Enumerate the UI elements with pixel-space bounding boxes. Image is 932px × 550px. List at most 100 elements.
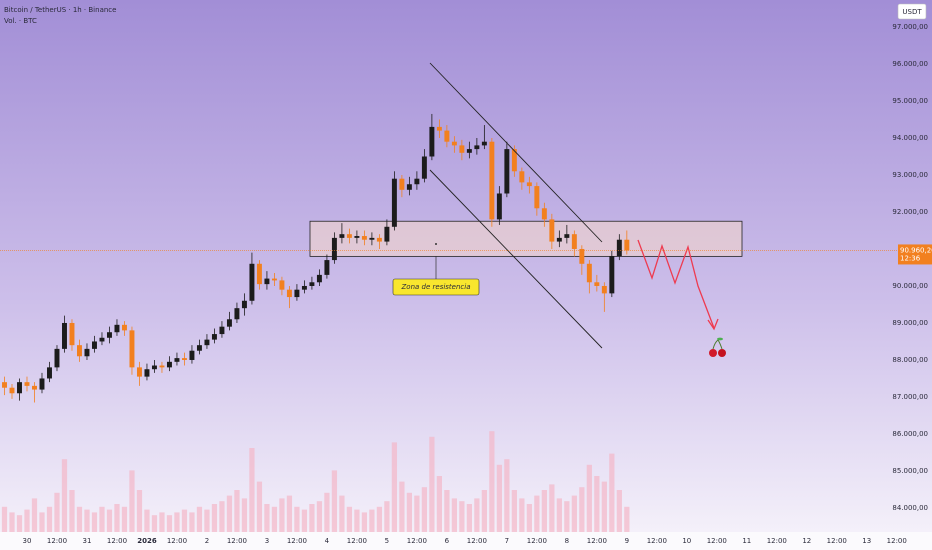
volume-bar [24,509,30,532]
candle-body [2,382,7,388]
candle-body [151,365,157,370]
candle-body [474,145,480,150]
x-tick-label: 12 [802,537,811,545]
volume-bar [234,490,240,532]
candle-body [39,378,45,390]
y-tick-label: 95.000,00 [892,97,928,105]
volume-bar [459,501,465,532]
candle-body [47,367,52,379]
volume-bar [601,481,607,532]
currency-button[interactable] [897,3,927,20]
volume-bar [519,498,525,532]
volume-bar [286,495,293,532]
x-tick-label: 7 [505,537,509,545]
candle-body [249,263,255,301]
candle-body [204,339,210,346]
candle-body [339,234,345,238]
volume-bar [46,506,53,532]
resistance-zone [309,220,743,257]
volume-bar [609,453,615,532]
x-tick-label: 12:00 [107,537,127,545]
volume-bar [129,470,135,532]
volume-bar [54,492,60,532]
candle-body [541,208,547,220]
volume-bar [444,490,450,532]
candle-body [481,141,487,146]
candle-body [99,337,105,342]
candle-body [489,141,495,220]
volume-bar [16,515,23,532]
candle-body [519,171,525,183]
volume-bar [309,504,315,532]
volume-bar [144,509,150,532]
y-tick-label: 93.000,00 [892,171,928,179]
volume-bar [496,464,502,532]
candle-body [406,184,412,190]
volume-bar [84,509,90,532]
volume-bar [181,509,188,532]
volume-bar [526,504,532,532]
y-tick-label: 92.000,00 [892,208,928,216]
y-tick-label: 90.000,00 [892,282,928,290]
candle-body [451,141,457,146]
volume-bar [9,512,15,532]
volume-bar [436,476,443,532]
candle-body [564,234,570,238]
volume-bar [219,501,225,532]
candle-body [144,369,150,377]
volume-bar [339,495,345,532]
x-tick-label: 12:00 [467,537,487,545]
volume-bar [279,498,285,532]
volume-bar [39,512,45,532]
candle-body [361,236,367,240]
x-tick-label: 12:00 [287,537,307,545]
x-tick-label: 12:00 [707,537,727,545]
candle-body [609,256,615,294]
chart-subtitle: Vol. · BTC [4,17,37,25]
volume-bar [384,501,390,532]
channel-line [429,62,603,243]
volume-bar [406,492,413,532]
volume-bar [106,509,113,532]
x-tick-label: 12:00 [887,537,907,545]
x-tick-label: 12:00 [827,537,847,545]
candle-body [594,282,600,286]
candle-body [331,237,337,261]
x-tick-label: 12:00 [767,537,787,545]
candle-body [459,145,465,153]
volume-bar [346,506,353,532]
x-tick-label: 30 [23,537,32,545]
x-tick-label: 12:00 [647,537,667,545]
y-tick-label: 86.000,00 [892,430,928,438]
volume-bar [549,484,555,532]
candle-body [601,285,607,294]
volume-bar [571,495,577,532]
x-tick-label: 12:00 [347,537,367,545]
volume-bar [474,498,480,532]
volume-bar [391,442,398,532]
y-tick-label: 96.000,00 [892,60,928,68]
channel-line [429,169,603,349]
volume-bar [369,509,375,532]
candle-body [616,239,622,257]
candle-body [136,367,142,377]
candle-body [399,178,405,190]
volume-bar [399,481,405,532]
last-price-box [898,244,932,265]
candle-body [376,237,382,242]
volume-bar [534,495,540,532]
candle-body [429,126,435,157]
volume-bar [69,490,75,532]
volume-bar [594,476,600,532]
currency-label[interactable]: USDT [902,8,922,16]
volume-bar [331,470,338,532]
volume-bar [361,512,368,532]
candle-body [264,278,270,285]
projection-path [637,239,715,329]
volume-bar [511,490,517,532]
candle-body [279,280,285,290]
candle-body [189,350,195,360]
volume-bar [481,490,487,532]
x-tick-label: 12:00 [407,537,427,545]
